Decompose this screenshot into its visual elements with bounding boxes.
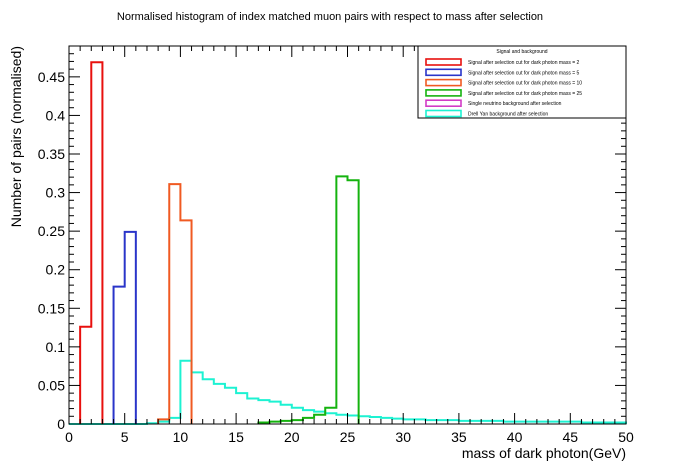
legend-header: Signal and background [496, 49, 547, 55]
legend-swatch [425, 58, 462, 66]
legend-swatch [425, 99, 462, 107]
histogram-series [157, 183, 193, 424]
histogram-series [112, 230, 137, 424]
y-tick-label: 0.4 [46, 107, 66, 123]
legend-swatch [425, 78, 462, 87]
y-tick-label: 0.45 [38, 69, 65, 85]
legend-label: Signal after selection cut for dark phot… [468, 70, 580, 76]
x-tick-label: 45 [563, 429, 579, 445]
y-tick-label: 0.25 [38, 223, 65, 239]
y-tick-label: 0.2 [46, 262, 66, 278]
histogram-series [257, 175, 360, 424]
legend-label: Single neutrino background after selecti… [468, 101, 562, 107]
y-tick-label: 0.3 [46, 185, 66, 201]
x-tick-label: 50 [618, 429, 634, 445]
y-tick-label: 0.1 [46, 339, 66, 355]
y-tick-label: 0.35 [38, 146, 65, 162]
x-tick-label: 15 [228, 429, 244, 445]
legend-label: Drell Yan background after selection [468, 112, 548, 118]
legend: Signal and background Signal after selec… [417, 45, 627, 119]
x-tick-label: 5 [121, 429, 129, 445]
x-tick-label: 20 [284, 429, 300, 445]
y-tick-label: 0.15 [38, 300, 65, 316]
y-tick-label: 0 [57, 416, 65, 432]
legend-swatch [425, 109, 462, 118]
x-tick-label: 30 [395, 429, 411, 445]
x-tick-label: 40 [507, 429, 523, 445]
x-tick-label: 0 [65, 429, 73, 445]
x-axis-title: mass of dark photon(GeV) [462, 445, 626, 461]
axis-tick-labels: 0 5 10 15 20 25 30 35 40 45 50 0 0.05 0.1 0.15 0.2 0.25 0… [38, 69, 634, 445]
axis-ticks [68, 45, 627, 425]
legend-swatch [425, 89, 462, 97]
x-tick-label: 25 [340, 429, 356, 445]
x-tick-label: 35 [451, 429, 467, 445]
legend-label: Signal after selection cut for dark phot… [468, 91, 582, 97]
legend-label: Signal after selection cut for dark phot… [468, 60, 580, 66]
legend-swatch [425, 68, 462, 77]
legend-entries: Signal after selection cut for dark phot… [425, 58, 582, 118]
x-tick-label: 10 [173, 429, 189, 445]
y-tick-label: 0.05 [38, 377, 65, 393]
legend-label: Signal after selection cut for dark phot… [468, 81, 582, 87]
y-axis-title: Number of pairs (normalised) [8, 46, 24, 227]
chart-title: Normalised histogram of index matched mu… [116, 11, 544, 23]
histogram-series [79, 61, 104, 424]
